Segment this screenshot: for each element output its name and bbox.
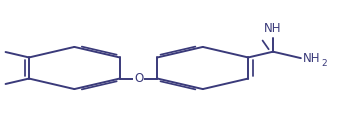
Text: NH: NH	[303, 52, 320, 65]
Text: 2: 2	[321, 59, 327, 68]
Text: NH: NH	[264, 22, 282, 35]
Text: O: O	[134, 72, 143, 85]
